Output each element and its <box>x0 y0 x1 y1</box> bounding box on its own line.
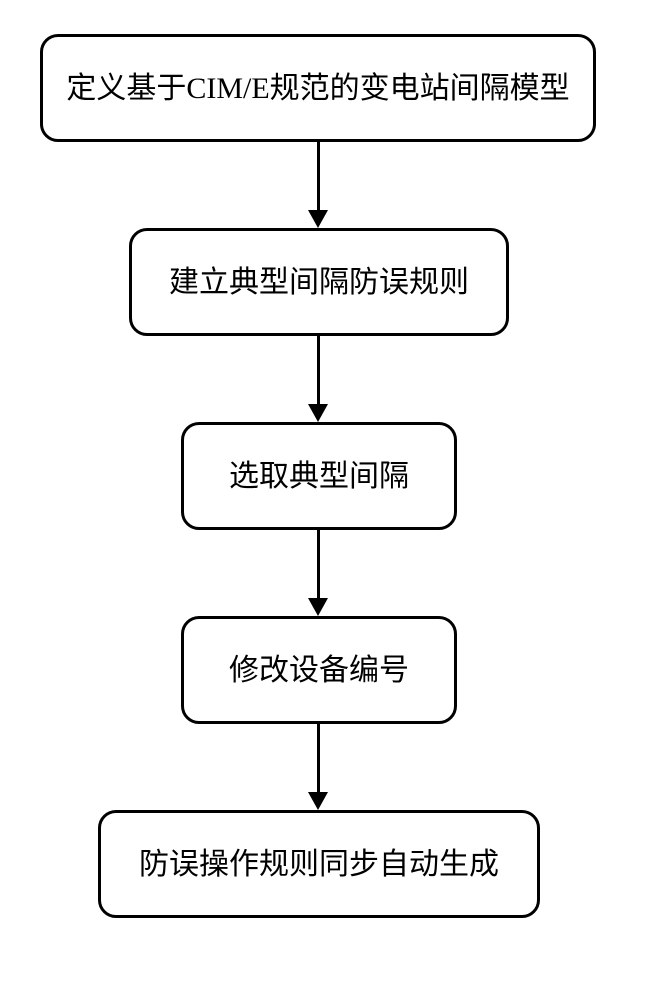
flowchart-node-label: 防误操作规则同步自动生成 <box>131 845 507 884</box>
flowchart-node: 选取典型间隔 <box>181 422 457 530</box>
flowchart-node: 修改设备编号 <box>181 616 457 724</box>
flowchart-node-label: 选取典型间隔 <box>221 457 417 496</box>
flowchart-node-label: 定义基于CIM/E规范的变电站间隔模型 <box>58 69 577 108</box>
flowchart-arrow-line <box>317 724 320 792</box>
flowchart-arrow-line <box>317 142 320 210</box>
flowchart-arrow-line <box>317 530 320 598</box>
flowchart-arrow-head-icon <box>308 792 328 810</box>
flowchart-node: 防误操作规则同步自动生成 <box>98 810 540 918</box>
flowchart-node: 建立典型间隔防误规则 <box>129 228 509 336</box>
flowchart-arrow-head-icon <box>308 404 328 422</box>
flowchart-node: 定义基于CIM/E规范的变电站间隔模型 <box>40 34 596 142</box>
flowchart-container: 定义基于CIM/E规范的变电站间隔模型 建立典型间隔防误规则 选取典型间隔 修改… <box>0 0 647 1000</box>
flowchart-node-label: 修改设备编号 <box>221 651 417 690</box>
flowchart-arrow-head-icon <box>308 210 328 228</box>
flowchart-arrow-line <box>317 336 320 404</box>
flowchart-node-label: 建立典型间隔防误规则 <box>161 263 477 302</box>
flowchart-arrow-head-icon <box>308 598 328 616</box>
